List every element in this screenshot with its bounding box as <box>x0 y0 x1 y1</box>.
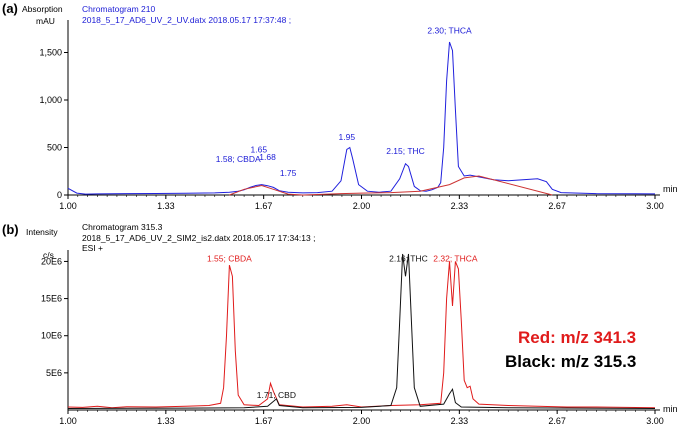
legend-red: Red: m/z 341.3 <box>518 328 637 347</box>
peak-label-0-6: 2.30; THCA <box>427 26 472 36</box>
x-tick-label-0-3: 2.00 <box>353 201 371 211</box>
x-tick-label-1-0: 1.00 <box>59 416 77 426</box>
panel-b-label: (b) <box>2 222 19 237</box>
y-tick-label-0-3: 1,500 <box>39 48 62 58</box>
peak-label-1-1: 1.71; CBD <box>257 390 296 400</box>
x-tick-label-0-6: 3.00 <box>646 201 664 211</box>
series-line-1-0 <box>67 261 656 409</box>
panel-a-subtitle: 2018_5_17_AD6_UV_2_UV.datx 2018.05.17 17… <box>82 15 292 25</box>
x-tick-label-0-5: 2.67 <box>548 201 566 211</box>
y-tick-label-1-1: 10E6 <box>41 331 62 341</box>
x-tick-label-0-2: 1.67 <box>255 201 273 211</box>
peak-label-0-5: 2.15; THC <box>386 146 425 156</box>
panel-b-title: Chromatogram 315.3 <box>82 222 163 232</box>
peak-label-0-0: 1.58; CBDA <box>216 154 261 164</box>
peak-label-0-3: 1.75 <box>280 168 297 178</box>
panel-a-ylabel: Absorption <box>22 4 63 14</box>
panel-b-subtitle: 2018_5_17_AD6_UV_2_SIM2_is2.datx 2018.05… <box>82 233 316 243</box>
y-tick-label-0-2: 1,000 <box>39 95 62 105</box>
legend-black: Black: m/z 315.3 <box>505 352 637 371</box>
panel-b-subtitle2: ESI + <box>82 243 104 253</box>
x-axis-label-0: min <box>663 184 678 194</box>
x-tick-label-1-4: 2.33 <box>451 416 469 426</box>
peak-label-1-3: 2.32; THCA <box>433 253 478 263</box>
x-tick-label-0-1: 1.33 <box>157 201 175 211</box>
peak-label-0-2: 1.68 <box>259 152 276 162</box>
y-tick-label-1-2: 15E6 <box>41 294 62 304</box>
peak-label-1-0: 1.55; CBDA <box>207 253 252 263</box>
panel-a-unit: mAU <box>36 16 55 26</box>
x-tick-label-1-6: 3.00 <box>646 416 664 426</box>
series-line-0-1 <box>229 175 553 196</box>
y-tick-label-1-3: 20E6 <box>41 256 62 266</box>
y-tick-label-0-0: 0 <box>57 190 62 200</box>
x-tick-label-1-3: 2.00 <box>353 416 371 426</box>
x-axis-label-1: min <box>663 404 678 414</box>
peak-label-0-4: 1.95 <box>339 132 356 142</box>
panel-a-label: (a) <box>2 1 18 16</box>
panel-a-title: Chromatogram 210 <box>82 4 156 14</box>
y-tick-label-0-1: 500 <box>47 143 62 153</box>
x-tick-label-0-0: 1.00 <box>59 201 77 211</box>
x-tick-label-0-4: 2.33 <box>451 201 469 211</box>
series-line-1-1 <box>67 253 656 409</box>
panel-b-unit: c/s <box>43 250 54 260</box>
x-tick-label-1-1: 1.33 <box>157 416 175 426</box>
y-tick-label-1-0: 5E6 <box>46 368 62 378</box>
x-tick-label-1-5: 2.67 <box>548 416 566 426</box>
peak-label-1-2: 2.16; THC <box>389 253 428 263</box>
series-line-0-0 <box>67 41 656 195</box>
panel-b-ylabel: Intensity <box>26 227 58 237</box>
peak-label-0-1: 1.65 <box>251 144 268 154</box>
x-tick-label-1-2: 1.67 <box>255 416 273 426</box>
